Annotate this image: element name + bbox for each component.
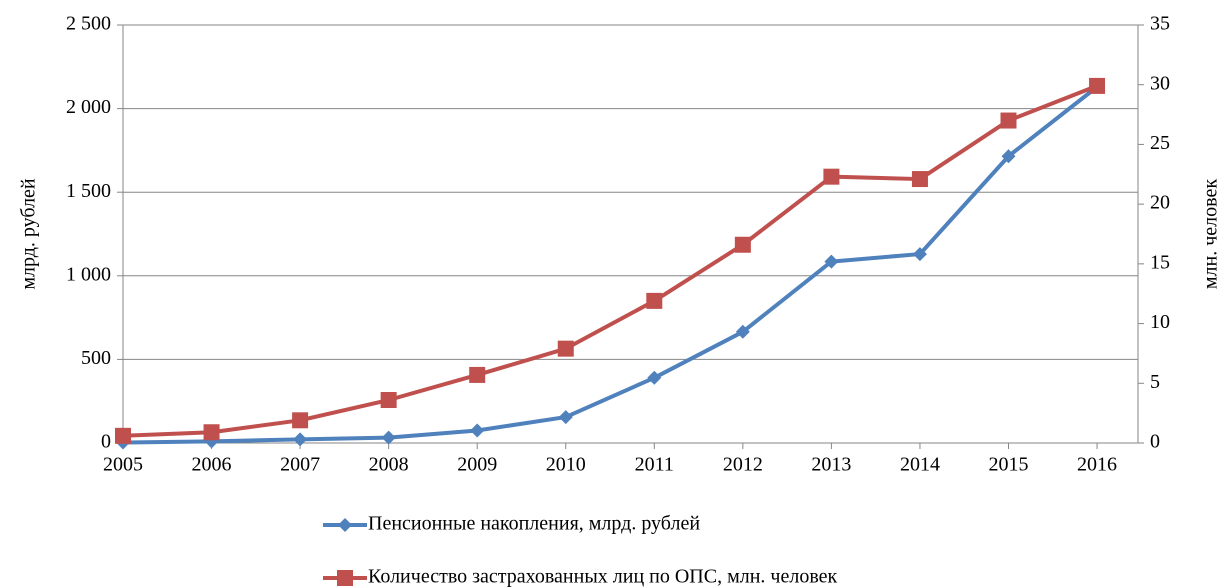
x-tick-label: 2015 [989,454,1029,476]
y2-tick-label: 10 [1150,311,1170,333]
marker [381,430,396,445]
y2-tick-label: 0 [1150,431,1160,453]
y2-tick-label: 25 [1150,132,1170,154]
x-tick-label: 2010 [546,454,586,476]
y-tick-label: 1 500 [66,180,111,202]
y-tick-label: 0 [101,431,111,453]
y-tick-label: 1 000 [66,263,111,285]
y-tick-label: 500 [81,347,111,369]
marker [380,392,397,409]
marker [558,410,573,425]
marker [470,423,485,438]
y2-tick-label: 35 [1150,13,1170,35]
y2-tick-label: 30 [1150,72,1170,94]
y2-tick-label: 5 [1150,371,1160,393]
x-tick-label: 2012 [723,454,763,476]
y2-axis-title: млн. человек [1200,179,1222,289]
marker [1000,112,1017,129]
legend-label: Количество застрахованных лиц по ОПС, мл… [368,566,838,588]
marker [911,171,928,188]
x-tick-label: 2009 [457,454,497,476]
x-tick-label: 2006 [192,454,232,476]
marker [647,370,662,385]
marker [293,432,308,447]
marker [469,366,486,383]
legend-label: Пенсионные накопления, млрд. рублей [368,513,700,535]
y2-tick-label: 15 [1150,251,1170,273]
x-tick-label: 2011 [635,454,674,476]
marker [735,324,750,339]
marker [115,427,131,444]
y-axis-title: млрд. рублей [18,178,40,290]
y2-tick-label: 20 [1150,192,1170,214]
marker [203,424,220,441]
marker [824,254,839,269]
legend-marker [338,518,352,532]
marker [1089,77,1106,94]
x-tick-label: 2008 [369,454,409,476]
x-tick-label: 2016 [1077,454,1117,476]
y-tick-label: 2 000 [66,96,111,118]
marker [646,292,663,309]
marker [734,236,751,253]
series-line [122,85,1099,445]
marker [823,168,840,185]
x-tick-label: 2013 [811,454,851,476]
legend-marker [337,570,353,586]
marker [292,412,309,429]
x-tick-label: 2007 [280,454,320,476]
marker [1001,149,1016,164]
y-tick-label: 2 500 [66,13,111,35]
x-tick-label: 2014 [900,454,940,476]
marker [557,340,574,357]
marker [912,247,927,262]
x-tick-label: 2005 [103,454,143,476]
series-line [122,84,1098,438]
